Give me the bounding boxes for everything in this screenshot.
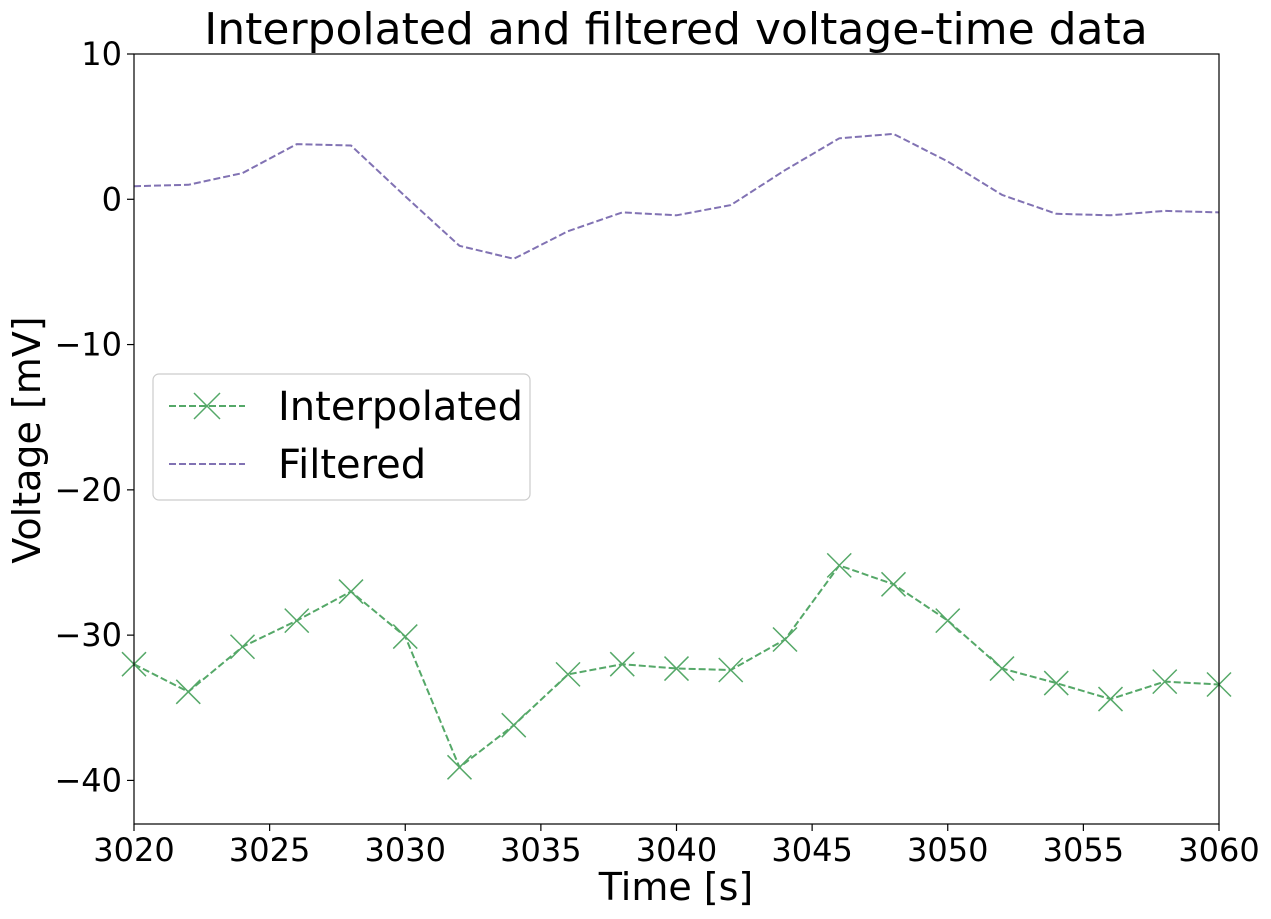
data-point-interpolated: [446, 754, 473, 780]
y-axis-label: Voltage [mV]: [5, 316, 49, 563]
x-tick-label: 3045: [771, 831, 852, 869]
data-point-interpolated: [718, 657, 744, 683]
y-tick-label: −10: [54, 326, 122, 364]
x-axis-ticks: 3020 3025 3030 3035 3040 3045 3050 3055 3060: [93, 824, 1260, 869]
legend: Interpolated Filtered: [152, 373, 531, 501]
y-tick-label: 10: [81, 35, 122, 73]
data-point-interpolated: [826, 552, 852, 578]
x-tick-label: 3055: [1043, 831, 1124, 869]
legend-box: [152, 373, 531, 501]
data-point-interpolated: [175, 679, 201, 705]
data-point-interpolated: [284, 608, 310, 634]
data-point-interpolated: [229, 634, 256, 660]
legend-label-interpolated: Interpolated: [278, 384, 523, 430]
legend-marker-interpolated: [193, 392, 221, 420]
data-point-interpolated: [1097, 686, 1124, 712]
x-tick-label: 3050: [907, 831, 988, 869]
data-point-interpolated: [338, 579, 364, 605]
data-point-interpolated: [880, 571, 907, 597]
x-tick-label: 3025: [229, 831, 310, 869]
x-tick-label: 3030: [365, 831, 446, 869]
data-point-interpolated: [935, 608, 961, 634]
data-point-interpolated: [501, 712, 527, 738]
series-line-interpolated: [133, 564, 1220, 769]
y-tick-label: −40: [54, 761, 122, 799]
data-point-interpolated: [1152, 669, 1178, 695]
y-axis-ticks: 10 0 −10 −20 −30 −40: [54, 35, 134, 799]
series-layer: [121, 132, 1232, 780]
data-point-interpolated: [555, 661, 581, 687]
x-tick-label: 3020: [93, 831, 174, 869]
y-tick-label: 0: [102, 180, 122, 218]
data-point-interpolated: [772, 626, 798, 653]
plot-frame: [133, 53, 1220, 825]
data-point-interpolated: [392, 624, 418, 650]
y-tick-label: −30: [54, 616, 122, 654]
data-point-interpolated: [663, 656, 690, 682]
y-tick-label: −20: [54, 471, 122, 509]
x-tick-label: 3035: [500, 831, 581, 869]
data-point-interpolated: [1043, 670, 1069, 696]
data-point-interpolated: [989, 656, 1015, 682]
x-axis-label: Time [s]: [598, 865, 754, 909]
x-tick-label: 3040: [636, 831, 717, 869]
legend-label-filtered: Filtered: [278, 442, 426, 488]
x-tick-label: 3060: [1178, 831, 1259, 869]
series-line-filtered: [133, 132, 1220, 260]
chart-title: Interpolated and filtered voltage-time d…: [204, 4, 1147, 55]
data-point-interpolated: [609, 651, 635, 677]
